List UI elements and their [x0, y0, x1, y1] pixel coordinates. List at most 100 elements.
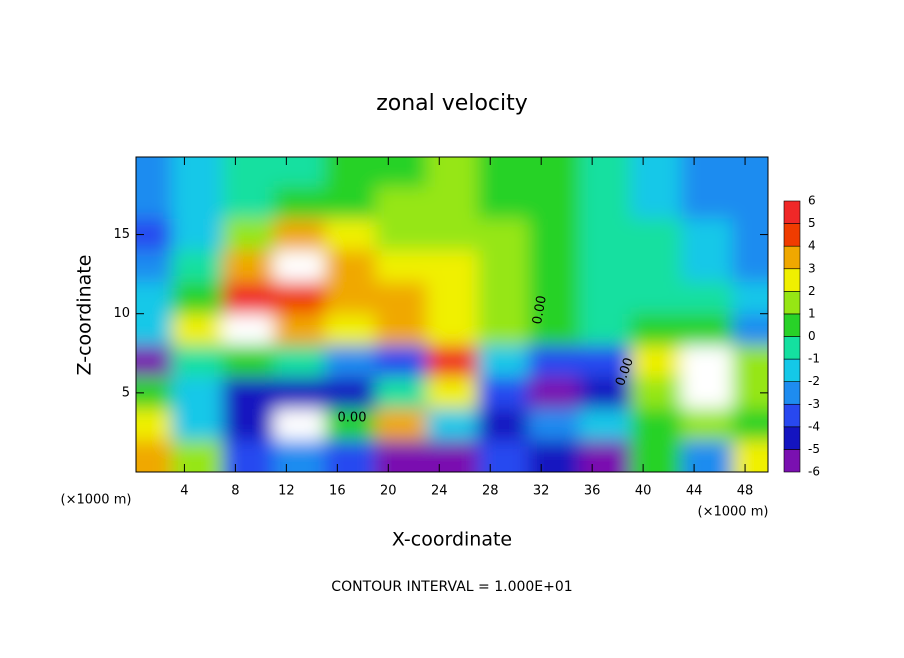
cell [579, 250, 631, 283]
cell [324, 218, 377, 251]
cell [136, 157, 173, 188]
cell [273, 187, 326, 220]
cell [375, 440, 428, 472]
cell [136, 313, 173, 346]
colorbar-label: 1 [808, 306, 816, 320]
cell [477, 313, 529, 346]
cell [528, 408, 580, 441]
cell [375, 218, 428, 251]
cell [528, 157, 580, 188]
y-axis-label: Z-coordinate [74, 255, 96, 376]
cell [171, 313, 224, 346]
cell [273, 157, 326, 188]
colorbar-band [783, 291, 801, 315]
x-axis-label: X-coordinate [392, 529, 512, 551]
cell [528, 377, 580, 410]
colorbar-label: -6 [808, 465, 820, 479]
cell [681, 440, 733, 472]
cell [477, 218, 529, 251]
cell [579, 187, 631, 220]
colorbar-label: -5 [808, 442, 820, 456]
cell [630, 282, 682, 315]
cell [681, 218, 733, 251]
cell [732, 313, 768, 346]
x-tick-label: 12 [278, 484, 295, 499]
colorbar-band [783, 313, 801, 337]
cell [579, 218, 631, 251]
cell [426, 440, 478, 472]
cell [171, 377, 224, 410]
cell [375, 313, 428, 346]
cell [477, 282, 529, 315]
colorbar-label: 3 [808, 261, 816, 275]
cell [630, 157, 682, 188]
cell [579, 282, 631, 315]
cell [477, 250, 529, 283]
cell [171, 157, 224, 188]
y-tick-label: 15 [113, 227, 130, 242]
cell [681, 345, 733, 378]
unit-label: (×1000 m) [61, 493, 132, 508]
cell [375, 345, 428, 378]
x-tick-label: 20 [380, 484, 397, 499]
cell [375, 408, 428, 441]
cell [273, 377, 326, 410]
cell [375, 187, 428, 220]
cell [136, 345, 173, 378]
cell [273, 250, 326, 283]
cell [222, 282, 275, 315]
unit-label: (×1000 m) [698, 505, 769, 520]
cell [324, 313, 377, 346]
cell [681, 408, 733, 441]
cell [426, 157, 478, 188]
cell [273, 282, 326, 315]
x-tick-label: 40 [635, 484, 652, 499]
colorbar-label: -3 [808, 397, 820, 411]
field [136, 157, 768, 472]
cell [732, 250, 768, 283]
cell [324, 157, 377, 188]
cell [477, 408, 529, 441]
cell [528, 187, 580, 220]
cell [528, 313, 580, 346]
colorbar-band [783, 245, 801, 270]
colorbar-band [783, 200, 801, 224]
x-tick-label: 16 [329, 484, 346, 499]
plot-frame [135, 156, 769, 473]
cell [477, 377, 529, 410]
x-tick-label: 4 [180, 484, 188, 499]
cell [324, 187, 377, 220]
cell [477, 345, 529, 378]
cell [681, 377, 733, 410]
cell [528, 282, 580, 315]
cell [222, 408, 275, 441]
cell [375, 250, 428, 283]
cell [732, 408, 768, 441]
footer: CONTOUR INTERVAL = 1.000E+01 [331, 579, 572, 595]
colorbar-band [783, 381, 801, 405]
cell [528, 440, 580, 472]
chart-title: zonal velocity [376, 91, 528, 116]
cell [324, 408, 377, 441]
cell [273, 218, 326, 251]
colorbar-band [783, 268, 801, 292]
cell [732, 157, 768, 188]
cell [426, 377, 478, 410]
cell [171, 218, 224, 251]
cell [630, 313, 682, 346]
contour-label: 0.00 [530, 294, 550, 325]
colorbar-band [783, 223, 801, 247]
colorbar-band [783, 449, 801, 473]
cell [375, 157, 428, 188]
cell [171, 440, 224, 472]
colorbar-label: -1 [808, 352, 820, 366]
cell [681, 282, 733, 315]
cell [630, 345, 682, 378]
cell [171, 408, 224, 441]
cell [477, 187, 529, 220]
y-tick-label: 5 [122, 385, 130, 400]
cell [375, 377, 428, 410]
cell [630, 250, 682, 283]
contour-label: 0.00 [338, 411, 367, 426]
cell [681, 250, 733, 283]
